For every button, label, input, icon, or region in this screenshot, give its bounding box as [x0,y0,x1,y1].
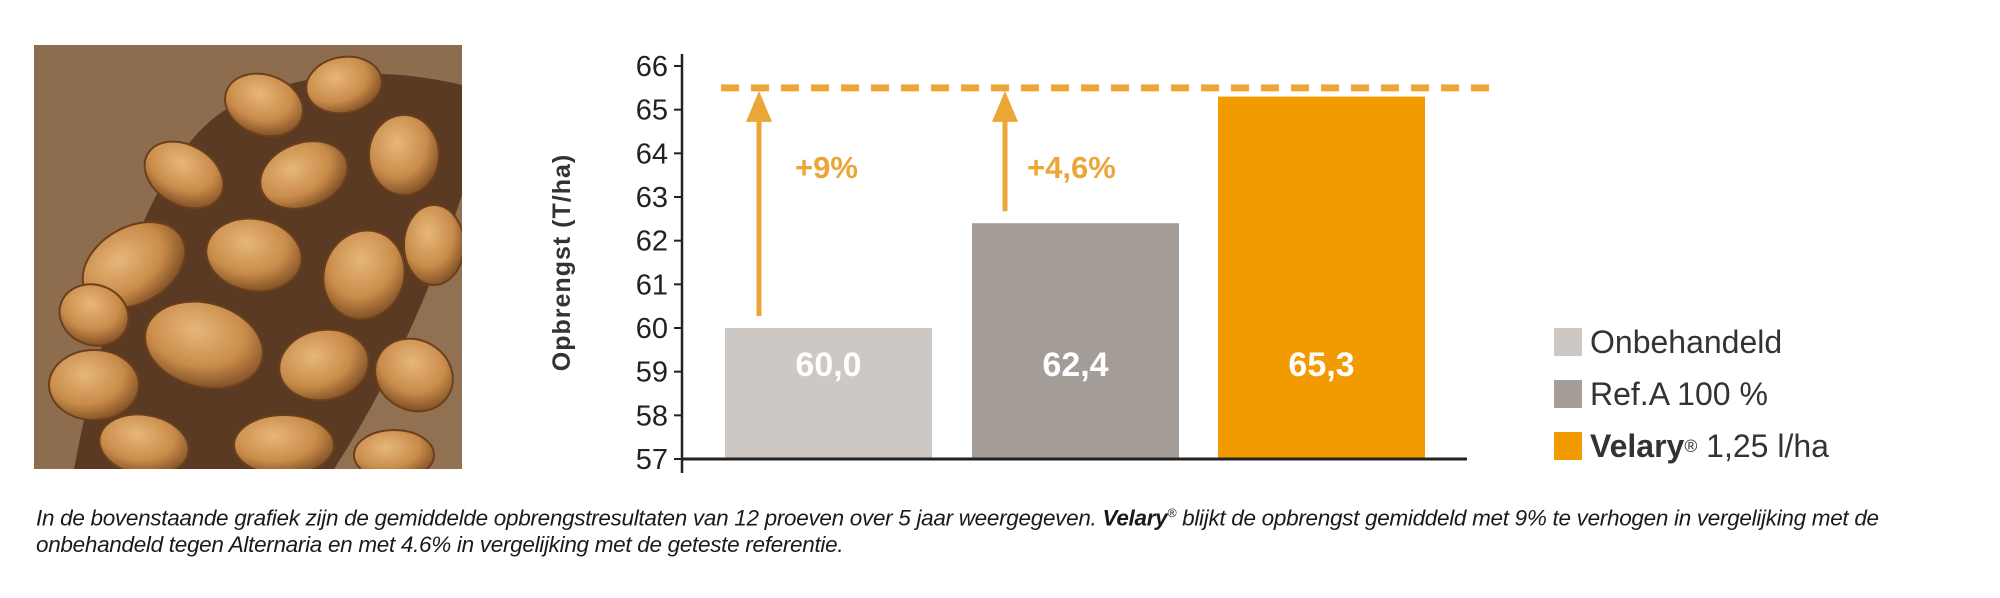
y-tick-label: 60 [636,313,668,345]
potato [224,72,304,138]
y-tick-label: 62 [636,226,668,258]
potato [58,283,130,347]
potato [368,114,440,196]
y-tick-label: 61 [636,269,668,301]
potato [305,55,383,115]
bar-2 [1218,96,1425,460]
legend-brand: Velary [1590,427,1685,464]
y-axis-label: Opbrengst (T/ha) [548,154,576,371]
bar-0 [725,328,932,459]
increase-arrow-head [992,90,1018,122]
potato [143,140,225,210]
y-tick-label: 57 [636,444,668,476]
legend-label: Ref.A 100 % [1590,375,1768,412]
legend-swatch [1554,432,1582,460]
potato [144,300,264,390]
y-tick-label: 64 [636,138,668,170]
potato-photo [34,45,462,469]
legend-swatch [1554,380,1582,408]
potato [374,337,454,413]
potato [205,217,303,293]
y-tick-label: 65 [636,95,668,127]
legend-label: Onbehandeld [1590,323,1783,360]
y-tick-label: 59 [636,357,668,389]
legend-item-velary: Velary ® 1,25 l/ha [1554,420,1829,472]
bar-value-label: 60,0 [795,346,861,384]
y-tick-label: 63 [636,182,668,214]
chart-caption: In de bovenstaande grafiek zijn de gemid… [36,500,1976,558]
caption-text: In de bovenstaande grafiek zijn de gemid… [36,505,1103,531]
bar-1 [972,223,1179,459]
bar-value-label: 62,4 [1042,346,1108,384]
potato [278,328,370,402]
caption-text: blijkt de opbrengst gemiddeld met 9% te … [36,505,1879,557]
legend-swatch [1554,328,1582,356]
increase-label: +4,6% [1027,150,1116,185]
legend-item-onbehandeld: Onbehandeld [1554,316,1829,368]
legend-reg: ® [1684,435,1698,456]
potato [233,414,335,469]
chart-legend: Onbehandeld Ref.A 100 % Velary ® 1,25 l/h… [1554,316,1829,472]
caption-brand: Velary [1102,505,1168,531]
caption-reg: ® [1167,506,1177,520]
potato [48,349,140,421]
y-tick-label: 58 [636,400,668,432]
potato [353,429,435,469]
potato [322,229,406,321]
potato [259,140,349,210]
legend-label: 1,25 l/ha [1697,427,1829,464]
legend-item-ref-a: Ref.A 100 % [1554,368,1829,420]
y-tick-label: 66 [636,51,668,83]
increase-arrow-head [746,90,772,122]
bar-value-label: 65,3 [1288,346,1354,384]
increase-label: +9% [795,150,858,185]
potato [403,204,462,286]
potato [98,413,190,469]
